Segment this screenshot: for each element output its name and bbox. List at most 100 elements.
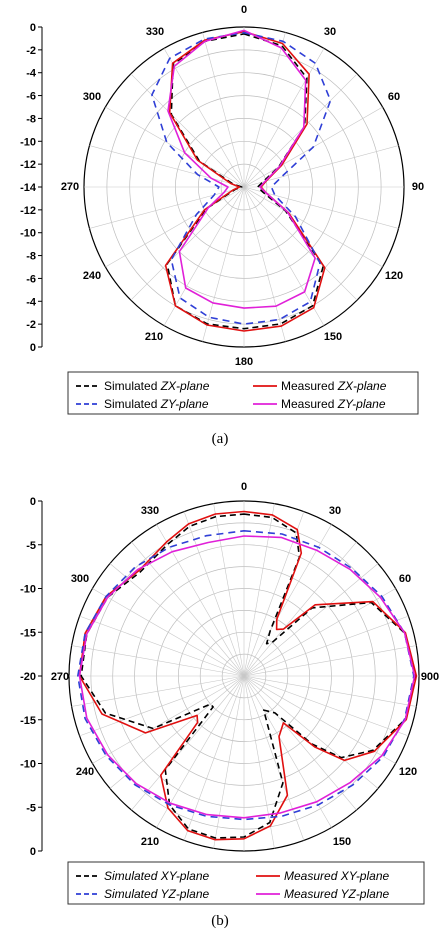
angle-tick-label: 900: [421, 671, 439, 683]
grid-spoke: [79, 675, 245, 737]
legend-label: Measured ZY-plane: [281, 397, 386, 411]
legend-label-text: Simulated: [104, 397, 161, 411]
legend-label: Measured XY-plane: [284, 869, 389, 883]
radial-tick-label: -12: [20, 159, 36, 171]
angle-tick-label: 240: [76, 766, 94, 778]
panel-b-legend: Simulated XY-plane Measured XY-plane Simul…: [67, 861, 425, 905]
angle-tick-label: 90: [412, 181, 424, 193]
grid-spoke: [243, 73, 358, 188]
grid-spoke: [183, 511, 245, 677]
legend-box: [67, 861, 425, 905]
grid-spoke: [131, 541, 245, 677]
radial-tick-label: 0: [30, 846, 36, 858]
grid-spoke: [243, 675, 275, 849]
angle-tick-label: 150: [333, 836, 351, 848]
panel-a-legend: Simulated ZX-plane Measured ZX-plane Simul…: [67, 371, 419, 415]
radial-tick-label: -4: [26, 68, 37, 80]
radial-tick-label: 0: [30, 342, 36, 354]
grid-spoke: [243, 186, 383, 268]
legend-label: Simulated YZ-plane: [104, 887, 209, 901]
grid-spoke: [243, 186, 325, 326]
radial-tick-label: -6: [26, 273, 36, 285]
legend-label: Measured ZX-plane: [281, 379, 387, 393]
radial-tick-label: -5: [26, 540, 36, 552]
panel-a-caption: (a): [212, 431, 229, 447]
grid-spoke: [89, 186, 245, 229]
radial-tick-label: -12: [20, 205, 36, 217]
series-line-simulated-yz-plane: [77, 530, 415, 821]
radial-tick-label: -20: [20, 671, 36, 683]
legend-label: Measured YZ-plane: [284, 887, 389, 901]
grid-spoke: [243, 32, 286, 188]
radial-tick-label: -6: [26, 91, 36, 103]
angle-tick-label: 30: [329, 505, 341, 517]
radial-tick-label: -10: [20, 759, 36, 771]
grid-spoke: [243, 675, 379, 789]
angle-tick-label: 0: [241, 4, 247, 16]
radial-tick-label: -10: [20, 584, 36, 596]
radial-tick-label: -15: [20, 715, 36, 727]
angle-tick-label: 270: [51, 671, 69, 683]
grid-spoke: [202, 32, 245, 188]
grid-spoke: [243, 675, 305, 841]
grid-spoke: [163, 186, 245, 326]
angle-tick-label: 60: [388, 91, 400, 103]
legend-label-italic: Simulated XY-plane: [104, 869, 209, 883]
series-line-measured-yz-plane: [78, 535, 416, 819]
angle-tick-label: 210: [145, 331, 163, 343]
radial-tick-label: -15: [20, 627, 36, 639]
grid-spoke: [109, 563, 245, 677]
angle-tick-label: 180: [235, 356, 253, 368]
angle-tick-label: 60: [399, 573, 411, 585]
grid-spoke: [79, 615, 245, 677]
grid-spoke: [202, 186, 245, 342]
angle-tick-label: 330: [141, 505, 159, 517]
radial-tick-label: 0: [30, 496, 36, 508]
grid-spoke: [92, 588, 245, 677]
legend-label-text: Measured: [281, 379, 338, 393]
legend-label-italic: Measured YZ-plane: [284, 887, 389, 901]
grid-spoke: [243, 563, 379, 677]
grid-spoke: [243, 541, 357, 677]
radial-tick-label: -5: [26, 802, 36, 814]
radial-tick-label: -8: [26, 251, 36, 263]
radial-tick-label: -8: [26, 113, 36, 125]
legend-label-italic: ZX-plane: [337, 379, 387, 393]
series-line-measured-zy-plane: [167, 29, 316, 309]
legend-box: [67, 371, 419, 415]
grid-spoke: [243, 675, 396, 764]
legend-label-italic: Simulated YZ-plane: [104, 887, 209, 901]
grid-spoke: [109, 675, 245, 789]
grid-spoke: [243, 675, 409, 737]
angle-tick-label: 120: [385, 270, 403, 282]
grid-spoke: [243, 675, 357, 811]
grid-spoke: [131, 675, 245, 811]
radial-tick-label: -4: [26, 296, 37, 308]
grid-spoke: [243, 645, 417, 677]
panel-a-polar-chart: 0 -2 -4 -6 -8 -10 -12 -14 -12 -10 -8 -6 -4 -2 0 0 30 60 90…: [20, 4, 424, 368]
radial-tick-label: -10: [20, 136, 36, 148]
grid-spoke: [89, 145, 245, 188]
grid-spoke: [130, 186, 245, 301]
angle-tick-label: 210: [141, 836, 159, 848]
grid-spoke: [243, 186, 399, 229]
grid-spoke: [71, 675, 245, 707]
legend-label: Simulated XY-plane: [104, 869, 209, 883]
grid-spoke: [156, 524, 245, 677]
series-line-simulated-zx-plane: [166, 33, 324, 330]
grid-spoke: [243, 186, 358, 301]
radial-tick-label: -2: [26, 45, 36, 57]
grid-spoke: [243, 615, 409, 677]
radial-tick-label: -2: [26, 319, 36, 331]
grid-spoke: [243, 186, 286, 342]
legend-label-text: Measured: [281, 397, 338, 411]
radial-tick-label: -14: [20, 182, 37, 194]
grid-spoke: [71, 645, 245, 677]
legend-label-italic: ZY-plane: [337, 397, 386, 411]
angle-tick-label: 270: [61, 181, 79, 193]
angle-tick-label: 330: [146, 26, 164, 38]
grid-spoke: [105, 106, 245, 188]
grid-spoke: [243, 145, 399, 188]
legend-label: Simulated ZY-plane: [104, 397, 209, 411]
